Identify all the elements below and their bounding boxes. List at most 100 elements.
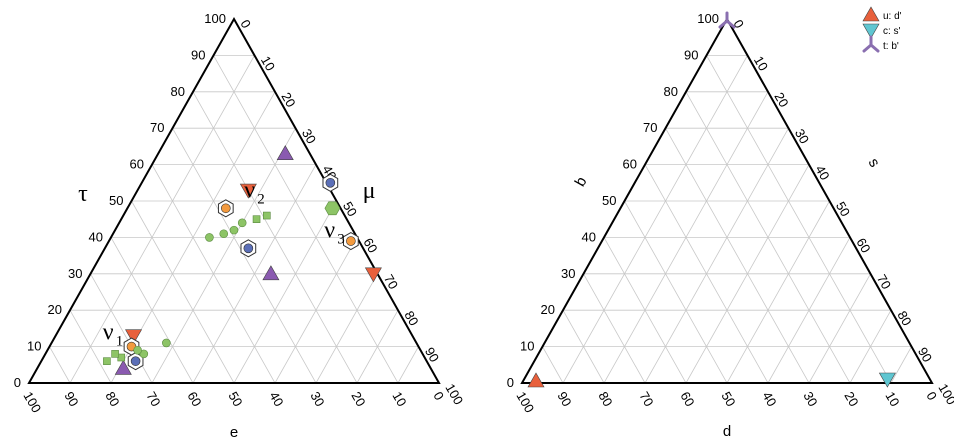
left-tick-label: 30 [561,266,575,281]
grid-line [726,200,830,384]
left-axis-title: τ [78,181,88,207]
data-point [252,215,261,223]
right-tick-label: 90 [915,345,935,365]
grid-line [213,55,399,384]
bottom-tick-label: 20 [348,389,368,409]
left-tick-label: 70 [643,120,657,135]
data-point [237,218,247,228]
triangle-frame [520,16,934,384]
bottom-tick-label: 10 [882,389,902,409]
bottom-tick-label: 100 [513,389,537,415]
left-tick-label: 50 [109,193,123,208]
data-point [262,211,271,220]
annotation-label: ν [244,177,255,203]
left-tick-label: 0 [14,375,21,390]
bottom-tick-label: 80 [595,389,615,409]
left-tick-label: 60 [623,157,637,172]
left-tick-label: 20 [541,302,555,317]
data-point [103,357,111,365]
grid-line [624,200,728,384]
right-tick-label: 30 [792,126,812,146]
bottom-axis-title: e [230,424,238,441]
data-point [324,201,341,216]
legend-label: t: b' [883,41,899,52]
grid-line [315,273,378,384]
data-point [219,229,229,239]
legend-marker [862,23,880,39]
data-point [325,178,336,188]
grid-line [562,55,748,384]
bottom-tick-label: 100 [20,389,44,415]
triangle-frame [27,16,441,384]
data-point [133,345,142,355]
grid-line [583,273,646,384]
grid-line [69,310,112,384]
tripod-leg [718,19,729,29]
left-tick-label: 70 [150,120,164,135]
data-point [130,356,141,366]
legend-label: c: s' [883,26,901,37]
grid-line [644,128,789,384]
tripod-leg [869,43,880,53]
bottom-tick-label: 60 [677,389,697,409]
annotation-label: ν [103,319,114,345]
grid-line [233,200,337,384]
grid-line [172,128,317,384]
right-tick-label: 80 [401,308,421,328]
left-tick-label: 100 [204,11,226,26]
left-tick-label: 10 [520,339,534,354]
left-tick-label: 0 [507,375,514,390]
tripod-leg [725,19,736,29]
grid-line [69,55,255,384]
bottom-tick-label: 10 [389,389,409,409]
bottom-axis-title: d [723,423,731,440]
data-point [114,359,132,375]
data-point [221,203,231,214]
data-point [239,183,257,199]
bottom-tick-label: 40 [266,389,286,409]
data-point [205,233,214,242]
left-tick-label: 20 [48,302,62,317]
right-tick-label: 70 [381,272,401,292]
bottom-tick-label: 90 [554,389,574,409]
data-point [125,329,143,345]
right-tick-label: 50 [340,199,360,219]
right-tick-label: 90 [422,345,442,365]
data-point [364,267,382,283]
tripod-leg [862,43,873,53]
bottom-tick-label: 30 [800,389,820,409]
bottom-tick-label: 60 [184,389,204,409]
annotation-subscript: 2 [257,191,265,207]
grid-line [397,346,419,384]
grid-line [542,346,564,384]
bottom-tick-label: 30 [307,389,327,409]
left-tick-label: 10 [27,339,41,354]
bottom-tick-label: 0 [923,389,940,403]
grid-lines [542,55,912,384]
bottom-tick-label: 20 [841,389,861,409]
data-point [162,338,171,348]
right-tick-label: 70 [874,272,894,292]
grid-line [192,91,358,384]
bottom-tick-label: 90 [61,389,81,409]
legend-marker [862,6,880,22]
grid-line [706,55,892,384]
data-point [276,145,294,160]
right-tick-label: 20 [278,90,298,110]
bottom-tick-label: 70 [143,389,163,409]
left-tick-label: 90 [191,47,205,62]
data-point [346,236,356,246]
grid-line [890,346,912,384]
grid-line [685,91,851,384]
left-tick-label: 80 [664,84,678,99]
left-tick-label: 30 [68,266,82,281]
bottom-tick-label: 50 [225,389,245,409]
grid-lines [49,55,419,384]
data-point [111,350,119,358]
right-tick-label: 60 [853,235,873,255]
annotation-subscript: 1 [116,333,124,349]
right-tick-label: 30 [299,126,319,146]
right-tick-label: 60 [360,235,380,255]
